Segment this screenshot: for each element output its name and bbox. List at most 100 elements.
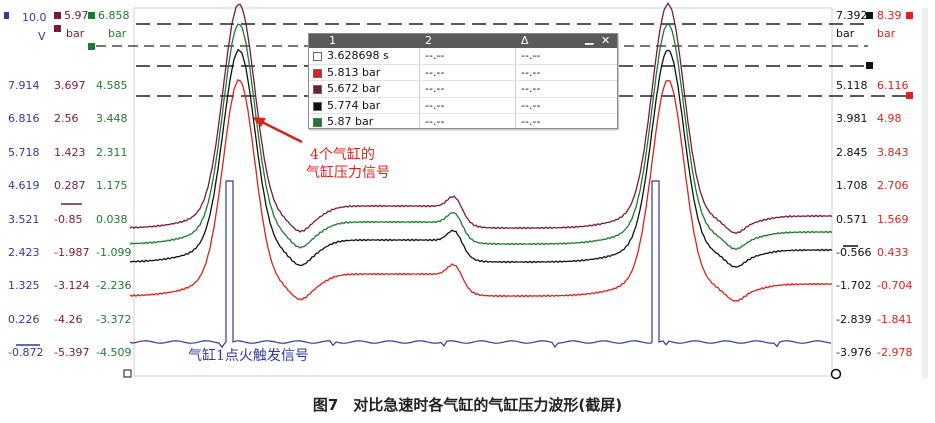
right-bottom-handle[interactable] xyxy=(830,368,842,380)
left-axis-a-tick: 3.521 xyxy=(8,212,40,226)
black-offset-handle[interactable] xyxy=(866,62,873,69)
panel-cell-v1: 5.87 bar xyxy=(327,115,374,128)
left-axis-c-tick: -3.372 xyxy=(96,312,132,326)
annotation-line-1: 4个气缸的 xyxy=(310,147,375,163)
panel-cell-v1: 5.774 bar xyxy=(327,98,381,112)
trace-swatch-icon xyxy=(313,52,322,61)
left-axis-a-tick: 2.423 xyxy=(8,246,40,259)
right-axis-a-tick: 1.708 xyxy=(836,179,868,193)
trace-red xyxy=(129,79,833,302)
panel-cell-d: --.-- xyxy=(521,98,541,112)
red-offset-handle[interactable] xyxy=(906,92,913,99)
right-axis-a-tick: -1.702 xyxy=(836,279,872,293)
panel-row: 3.628698 s --.-- --.-- xyxy=(309,48,617,65)
left-axis-c-tick: -4.509 xyxy=(96,346,132,360)
panel-cell-v1: 5.813 bar xyxy=(327,65,381,79)
left-axis-a-tick: 5.718 xyxy=(8,145,40,159)
right-scrollbar[interactable] xyxy=(922,8,928,378)
left-axis-c-tick: 3.448 xyxy=(96,112,128,126)
close-icon[interactable]: ✕ xyxy=(601,34,611,47)
annotation-arrow xyxy=(252,117,303,144)
panel-row: 5.672 bar --.-- --.-- xyxy=(309,81,617,98)
green-offset-handle[interactable] xyxy=(88,43,95,50)
panel-row: 5.87 bar --.-- --.-- xyxy=(309,114,617,131)
trace-swatch-icon xyxy=(313,118,322,127)
left-axis-c-tick: -2.236 xyxy=(96,279,132,293)
column-divider-2 xyxy=(515,48,516,128)
left-axis-b-tick: 3.697 xyxy=(54,79,86,92)
left-axis-c-tick: 4.585 xyxy=(96,79,128,92)
panel-cell-v2: --.-- xyxy=(425,82,445,95)
trace-swatch-icon xyxy=(313,85,322,94)
right-axis-b-tick: 3.843 xyxy=(877,145,909,159)
panel-cell-v1: 5.672 bar xyxy=(327,82,381,95)
left-marker-maroon[interactable] xyxy=(54,12,61,19)
cylinder-pressure-annotation: 4个气缸的 气缸压力信号 xyxy=(306,146,390,182)
left-axis-c-top: 6.858 xyxy=(98,9,130,22)
left-axis-a-tick: 4.619 xyxy=(8,179,40,193)
panel-header[interactable]: 1 2 Δ ▁ ✕ xyxy=(309,32,617,48)
left-axis-b-tick: -0.85 xyxy=(54,212,83,226)
trace-black xyxy=(130,48,833,268)
left-axis-c-tick: 1.175 xyxy=(96,179,128,193)
right-axis-b-tick: 2.706 xyxy=(877,179,909,193)
plot-frame xyxy=(133,7,833,377)
right-axis-b-tick: 1.569 xyxy=(877,212,909,226)
figure-caption: 图7 对比急速时各气缸的气缸压力波形(截屏) xyxy=(312,396,623,414)
column-divider-1 xyxy=(419,48,420,128)
maroon-offset-handle[interactable] xyxy=(54,25,61,32)
left-marker-blue[interactable] xyxy=(4,12,9,19)
left-axis-b-tick: -4.26 xyxy=(54,312,83,326)
left-axis-a-unit: V xyxy=(38,30,46,43)
right-axis-a-unit: bar xyxy=(836,27,855,40)
right-axis-b-tick: -2.978 xyxy=(877,346,913,360)
left-marker-green[interactable] xyxy=(88,12,95,19)
right-axis-a-tick: -3.976 xyxy=(836,346,872,360)
trace-green xyxy=(129,22,833,251)
left-axis-b-tick: 2.56 xyxy=(54,112,79,126)
panel-cell-v2: --.-- xyxy=(425,65,445,79)
left-axis-b-tick: 0.287 xyxy=(54,179,86,193)
right-axis-a-tick: 5.118 xyxy=(836,79,868,92)
minimize-icon[interactable]: ▁ xyxy=(585,32,594,45)
header-cursor-2: 2 xyxy=(425,34,432,47)
right-axis-b-tick: 4.98 xyxy=(877,112,902,126)
left-axis-a-tick: -0.872 xyxy=(8,346,44,360)
right-axis-b-tick: 6.116 xyxy=(877,79,909,92)
panel-cell-d: --.-- xyxy=(521,82,541,95)
left-axis-b-unit: bar xyxy=(66,27,85,40)
trace-blue-ignition xyxy=(129,180,832,349)
annotation-line-2: 气缸压力信号 xyxy=(306,165,390,181)
panel-row: 5.813 bar --.-- --.-- xyxy=(309,65,617,81)
right-axis-a-tick: 3.981 xyxy=(836,112,868,126)
left-bottom-handle[interactable] xyxy=(123,369,132,378)
left-axis-c-tick: -1.099 xyxy=(96,246,132,259)
right-marker-black[interactable] xyxy=(866,12,873,19)
right-axis-a-top: 7.392 xyxy=(836,9,868,22)
panel-cell-d: --.-- xyxy=(521,49,541,62)
panel-cell-v2: --.-- xyxy=(425,115,445,128)
header-delta: Δ xyxy=(521,34,529,47)
right-axis-b-unit: bar xyxy=(877,27,896,40)
panel-row: 5.774 bar --.-- --.-- xyxy=(309,98,617,114)
right-marker-red[interactable] xyxy=(906,12,913,19)
cursor-measurement-panel[interactable]: 1 2 Δ ▁ ✕ 3.628698 s --.-- --.-- 5.813 bar -… xyxy=(308,32,618,131)
right-axis-a-tick: -0.566 xyxy=(836,246,872,259)
left-axis-a-tick: 0.226 xyxy=(8,312,40,326)
panel-cell-v2: --.-- xyxy=(425,98,445,112)
left-axis-a-top: 10.0 xyxy=(22,11,47,24)
panel-cell-v2: --.-- xyxy=(425,49,445,62)
ignition-trigger-annotation: 气缸1点火触发信号 xyxy=(188,348,309,364)
left-axis-c-tick: 2.311 xyxy=(96,145,128,159)
trace-swatch-icon xyxy=(313,101,322,111)
left-axis-c-unit: bar xyxy=(108,27,127,40)
right-axis-b-tick: -1.841 xyxy=(877,312,913,326)
left-axis-a-tick: 7.914 xyxy=(8,79,40,92)
left-axis-a-tick: 1.325 xyxy=(8,279,40,293)
left-axis-b-tick: -1.987 xyxy=(54,246,90,259)
right-axis-b-top: 8.39 xyxy=(877,9,902,22)
trace-swatch-icon xyxy=(313,68,322,78)
right-axis-a-tick: -2.839 xyxy=(836,312,872,326)
right-axis-b-tick: 0.433 xyxy=(877,246,909,259)
